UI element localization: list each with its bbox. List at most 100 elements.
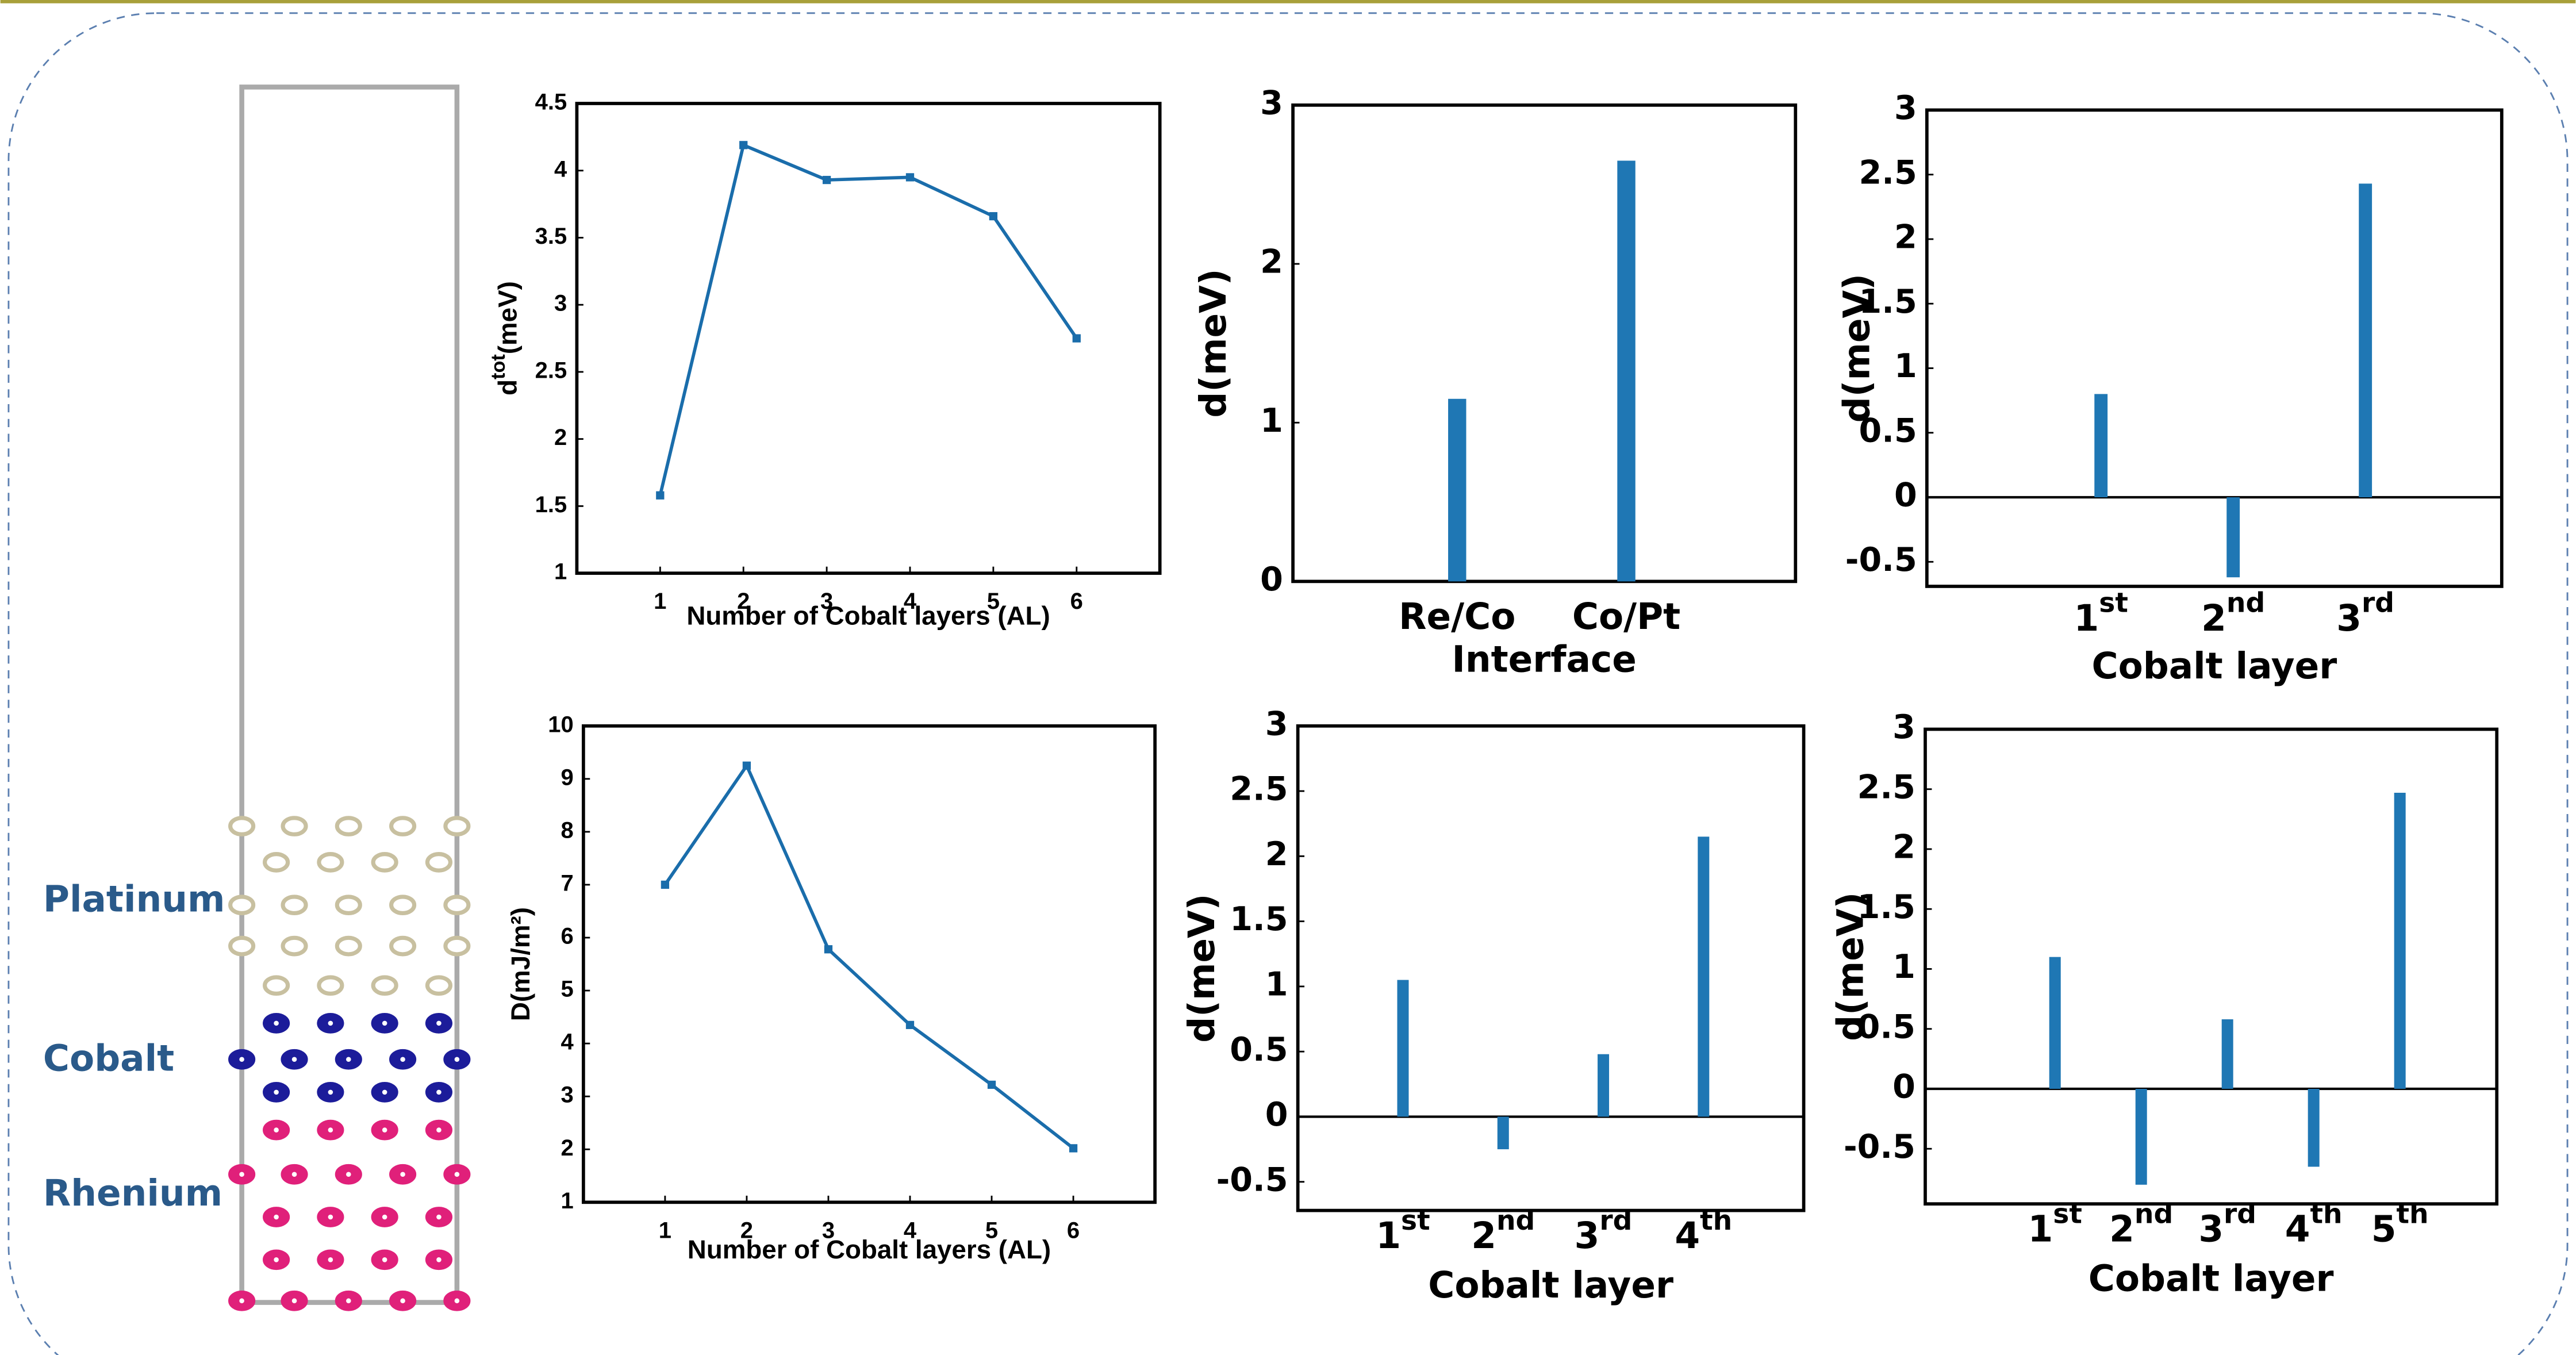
- y-tick-label: 2: [1894, 218, 1917, 256]
- y-tick-label: 2: [1265, 835, 1288, 873]
- y-tick-label: 0: [1892, 1068, 1915, 1106]
- atom-core: [436, 1020, 442, 1026]
- data-line: [658, 143, 1078, 496]
- atom-core: [400, 1172, 405, 1177]
- atom-core: [346, 1298, 351, 1304]
- x-tick-label: 3rd: [1575, 1205, 1633, 1257]
- x-tick-label: Re/Co: [1399, 596, 1515, 638]
- x-tick-label: 3rd: [2336, 588, 2394, 639]
- x-tick-label: 2: [740, 1218, 753, 1243]
- y-tick-label: 0: [1265, 1096, 1288, 1134]
- x-tick-label: 1st: [2074, 588, 2128, 639]
- y-tick-label: 3.5: [535, 224, 567, 249]
- atom-core: [274, 1089, 279, 1095]
- x-tick-label: 6: [1070, 589, 1083, 614]
- x-tick-label: 1: [654, 589, 666, 614]
- plot-frame: [575, 102, 1162, 575]
- y-tick-label: 8: [560, 817, 573, 843]
- data-point: [905, 173, 915, 182]
- atom-core: [239, 902, 244, 908]
- atom-core: [274, 1214, 279, 1220]
- y-tick-label: 4: [554, 156, 567, 182]
- element-label: Cobalt: [43, 1038, 174, 1080]
- data-point: [822, 175, 831, 185]
- x-tick-label: 6: [1067, 1218, 1080, 1243]
- y-axis-label-part: d(meV): [1836, 274, 1878, 423]
- data-line: [663, 762, 1074, 1150]
- bar: [2135, 1088, 2147, 1185]
- frame: [7, 12, 2569, 1355]
- plot-frame: [1924, 727, 2499, 1206]
- atom-core: [328, 859, 333, 865]
- y-tick-label: 1: [1265, 966, 1288, 1004]
- y-tick-label: 3: [1892, 708, 1915, 746]
- atom-core: [291, 943, 297, 949]
- atom-core: [382, 859, 387, 865]
- bar: [1598, 1054, 1610, 1117]
- plot-frame: [582, 724, 1157, 1204]
- y-tick-label: 1.5: [1230, 900, 1288, 938]
- y-tick-label: -0.5: [1844, 1128, 1915, 1166]
- element-label: Rhenium: [43, 1172, 222, 1214]
- data-point: [739, 141, 748, 149]
- y-axis-label-part: d: [493, 379, 522, 396]
- bar: [2049, 957, 2061, 1089]
- y-tick-label: 0.5: [1230, 1031, 1288, 1069]
- bar: [1617, 160, 1636, 582]
- y-tick-label: 2.5: [1859, 153, 1917, 191]
- atom-core: [239, 1057, 244, 1062]
- atom-core: [454, 1057, 460, 1062]
- atom-core: [328, 1127, 333, 1133]
- y-tick-label: 5: [560, 977, 573, 1002]
- y-tick-label: 3: [560, 1083, 573, 1108]
- plot-frame: [1296, 724, 1806, 1212]
- atom-core: [382, 1214, 387, 1220]
- y-axis-label: d(meV): [1836, 274, 1878, 423]
- chart: 1 2 3 4 5 6 7 8 9 10 D(mJ/m²) Number of Cobalt laye…: [506, 712, 1157, 1264]
- x-tick-label: 3rd: [2198, 1198, 2256, 1250]
- atom-core: [400, 1298, 405, 1304]
- y-axis-label: d(meV): [1181, 894, 1223, 1043]
- y-tick-label: 2: [560, 1135, 573, 1161]
- bar: [2359, 183, 2372, 498]
- x-tick-label: 2nd: [2109, 1198, 2173, 1250]
- atom-core: [328, 1214, 333, 1220]
- x-axis-label: Number of Cobalt layers (AL): [688, 1235, 1051, 1264]
- y-tick-label: 0: [1260, 561, 1283, 598]
- atom-core: [274, 982, 279, 988]
- x-tick-label: 1: [659, 1218, 671, 1243]
- atom-core: [239, 943, 244, 949]
- atom-core: [274, 1020, 279, 1026]
- atom-core: [454, 902, 460, 908]
- x-tick-label: 1st: [2028, 1198, 2082, 1250]
- atom-core: [382, 1127, 387, 1133]
- atom-core: [436, 1257, 442, 1262]
- x-tick-label: 5: [985, 1218, 998, 1243]
- atom-core: [328, 982, 333, 988]
- atom-core: [291, 1057, 297, 1062]
- plot-frame: [1291, 103, 1798, 584]
- atom-core: [346, 1172, 351, 1177]
- atom-core: [291, 902, 297, 908]
- atom-core: [436, 1214, 442, 1220]
- x-axis-label: Cobalt layer: [2091, 645, 2337, 687]
- atom-core: [454, 1298, 460, 1304]
- atom-core: [382, 1257, 387, 1262]
- x-tick-label: 3: [820, 589, 833, 614]
- data-point: [824, 945, 833, 954]
- x-axis-label: Cobalt layer: [1428, 1264, 1673, 1306]
- atom-core: [436, 982, 442, 988]
- bar: [1397, 980, 1409, 1117]
- y-tick-label: 2.5: [1857, 768, 1915, 806]
- data-point: [987, 1080, 996, 1089]
- x-tick-label: Co/Pt: [1572, 596, 1680, 638]
- x-tick-label: 5th: [2371, 1198, 2429, 1250]
- x-axis-label: Interface: [1452, 638, 1636, 680]
- y-axis-label-part: d(meV): [1192, 269, 1234, 418]
- y-tick-label: 2.5: [535, 358, 567, 383]
- y-axis-label: D(mJ/m²): [506, 907, 535, 1021]
